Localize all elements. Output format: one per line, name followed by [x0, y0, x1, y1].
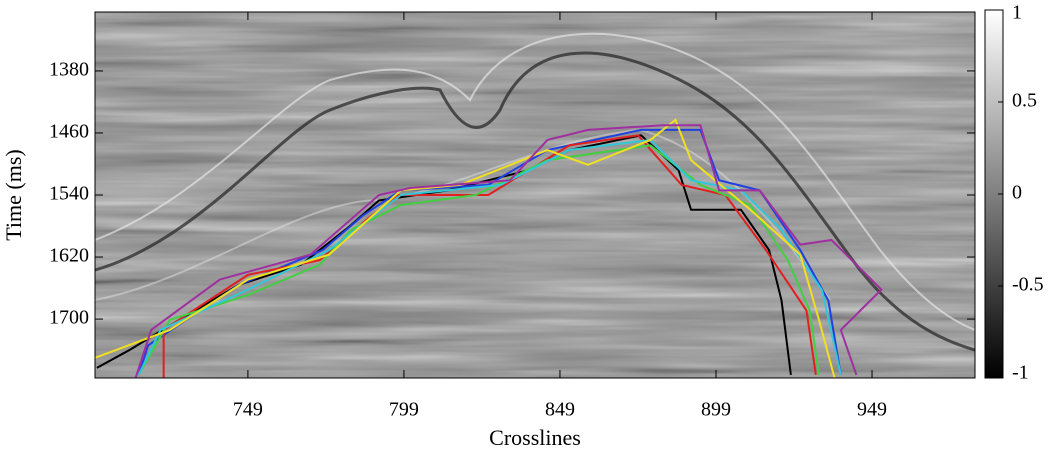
- x-tick-label: 749: [233, 399, 263, 421]
- x-axis-label: Crosslines: [489, 425, 581, 450]
- horizon-line: [95, 118, 836, 378]
- seismic-image: [95, 12, 975, 378]
- x-tick-label: 849: [545, 399, 575, 421]
- colorbar-tick-label: 0: [1012, 182, 1022, 204]
- y-tick-label: 1620: [49, 245, 89, 267]
- horizon-line: [137, 138, 842, 376]
- horizon-line: [134, 124, 883, 378]
- x-tick-label: 799: [389, 399, 419, 421]
- y-tick-label: 1380: [49, 59, 89, 81]
- colorbar-tick-label: -0.5: [1012, 274, 1044, 296]
- x-tick-label: 899: [701, 399, 731, 421]
- y-tick-label: 1460: [49, 121, 89, 143]
- colorbar-tick-label: 0.5: [1012, 90, 1037, 112]
- colorbar-tick-label: 1: [1012, 2, 1022, 24]
- y-axis-label: Time (ms): [1, 149, 26, 240]
- x-tick-label: 949: [857, 399, 887, 421]
- colorbar-tick-label: -1: [1012, 362, 1029, 384]
- y-tick-label: 1540: [49, 183, 89, 205]
- y-tick-label: 1700: [49, 307, 89, 329]
